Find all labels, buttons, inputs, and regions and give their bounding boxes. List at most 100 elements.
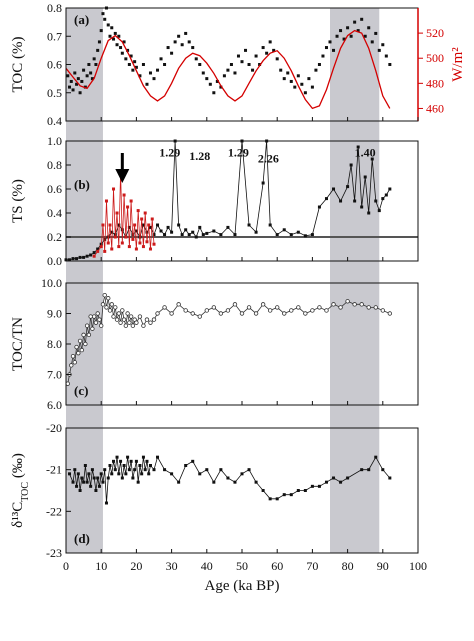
- data-point-c-0-77: [380, 308, 385, 313]
- arrow-head: [115, 169, 130, 183]
- data-point-a-0-106: [370, 40, 374, 44]
- data-point-a-0-85: [296, 74, 300, 78]
- data-point-b-0-47: [254, 230, 258, 234]
- data-point-c-0-65: [296, 305, 301, 310]
- data-point-c-0-27: [113, 305, 118, 310]
- data-point-a-0-104: [363, 34, 367, 38]
- x-tick-label-2: 20: [130, 559, 142, 573]
- data-point-a-0-81: [282, 77, 286, 81]
- data-point-a-0-58: [201, 71, 205, 75]
- data-point-b-0-71: [381, 197, 385, 201]
- data-point-d-0-21: [106, 476, 110, 480]
- x-tick-label-10: 100: [409, 559, 427, 573]
- annotation-b-2: 1.29: [228, 146, 249, 160]
- data-point-b-0-30: [170, 230, 174, 234]
- data-point-b-0-44: [233, 233, 237, 237]
- data-point-d-0-38: [136, 480, 140, 484]
- data-point-d-0-71: [324, 480, 328, 484]
- data-point-c-0-4: [72, 360, 77, 365]
- data-point-a-0-76: [265, 51, 269, 55]
- data-point-c-0-64: [289, 308, 294, 313]
- x-tick-label-5: 50: [236, 559, 248, 573]
- data-point-a-0-102: [356, 29, 360, 33]
- data-point-a-0-105: [367, 26, 371, 30]
- data-point-b-1-16: [124, 235, 128, 239]
- data-point-b-1-31: [150, 217, 154, 221]
- y-tick-label-d-1: -22: [46, 504, 62, 518]
- annotation-b-1: 1.28: [189, 149, 210, 163]
- x-tick-label-8: 80: [342, 559, 354, 573]
- data-point-a-0-71: [247, 63, 251, 66]
- data-point-c-0-16: [93, 320, 99, 325]
- data-point-d-0-27: [117, 472, 121, 476]
- data-point-a-0-5: [75, 82, 79, 86]
- data-point-c-0-44: [151, 317, 157, 322]
- data-point-a-0-28: [115, 43, 119, 47]
- data-point-b-1-0: [92, 254, 96, 258]
- data-point-d-0-65: [282, 493, 286, 497]
- data-point-b-0-27: [159, 229, 163, 233]
- data-point-c-0-60: [260, 302, 266, 307]
- data-point-c-0-47: [169, 311, 174, 316]
- data-point-c-0-50: [190, 311, 195, 316]
- data-point-c-0-42: [144, 317, 150, 322]
- shaded-interval-1: [330, 8, 380, 553]
- data-point-d-0-19: [103, 468, 107, 472]
- data-point-d-0-4: [76, 472, 80, 476]
- data-point-a-0-41: [141, 63, 145, 66]
- data-point-b-0-57: [317, 205, 321, 209]
- data-point-a-0-17: [96, 48, 100, 52]
- y-axis-title-main-d: δ¹³C: [10, 502, 26, 528]
- data-point-b-1-18: [127, 245, 131, 249]
- data-point-a-0-20: [101, 12, 105, 16]
- data-point-c-0-67: [310, 308, 315, 313]
- data-point-a-0-8: [80, 79, 84, 83]
- annotation-b-0: 1.29: [159, 146, 180, 160]
- data-point-b-1-26: [141, 245, 145, 249]
- data-point-d-0-34: [129, 459, 133, 463]
- data-point-a-0-65: [226, 68, 230, 72]
- data-point-a-0-79: [275, 57, 279, 61]
- data-point-b-0-3: [75, 257, 79, 261]
- data-point-c-0-55: [225, 308, 231, 313]
- data-point-b-0-54: [296, 230, 300, 234]
- data-point-b-0-58: [324, 197, 328, 201]
- y-axis-title-unit-d: (‰): [10, 453, 26, 482]
- data-point-a-0-40: [138, 74, 142, 78]
- data-point-a-0-36: [129, 54, 133, 58]
- data-point-a-0-82: [286, 71, 290, 75]
- data-point-a-0-32: [122, 40, 126, 44]
- data-point-a-0-59: [205, 77, 209, 81]
- x-tick-label-3: 30: [166, 559, 178, 573]
- x-axis-title: Age (ka BP): [205, 578, 280, 594]
- data-point-b-0-48: [261, 181, 265, 185]
- data-point-c-0-48: [176, 302, 181, 307]
- data-point-a-0-7: [78, 91, 82, 95]
- data-point-c-0-46: [162, 305, 167, 310]
- data-point-a-0-86: [300, 82, 304, 86]
- data-point-a-0-43: [148, 71, 152, 75]
- right-tick-label-0: 460: [426, 101, 444, 115]
- y-tick-label-d-0: -23: [46, 546, 62, 560]
- data-point-c-0-69: [324, 308, 329, 313]
- data-point-b-0-55: [303, 234, 307, 238]
- data-point-d-0-31: [124, 472, 128, 476]
- data-point-a-0-96: [335, 34, 339, 38]
- data-point-a-0-35: [127, 63, 131, 66]
- data-point-a-0-56: [194, 57, 198, 61]
- data-point-a-0-15: [92, 57, 96, 61]
- data-point-a-0-110: [384, 54, 388, 58]
- data-point-c-0-11: [84, 323, 90, 328]
- data-point-b-1-29: [147, 223, 151, 227]
- data-point-a-0-31: [120, 51, 124, 55]
- data-point-c-0-25: [109, 302, 114, 307]
- data-point-d-0-1: [71, 480, 75, 484]
- y-axis-title-a: TOC (%): [10, 37, 26, 93]
- data-point-a-0-38: [133, 60, 137, 64]
- data-point-c-0-70: [331, 302, 336, 307]
- data-point-d-0-16: [97, 484, 101, 488]
- data-point-a-0-57: [198, 63, 202, 66]
- data-point-d-0-42: [143, 468, 147, 472]
- data-point-b-0-38: [198, 225, 202, 229]
- y-axis-title-b: TS (%): [10, 179, 26, 223]
